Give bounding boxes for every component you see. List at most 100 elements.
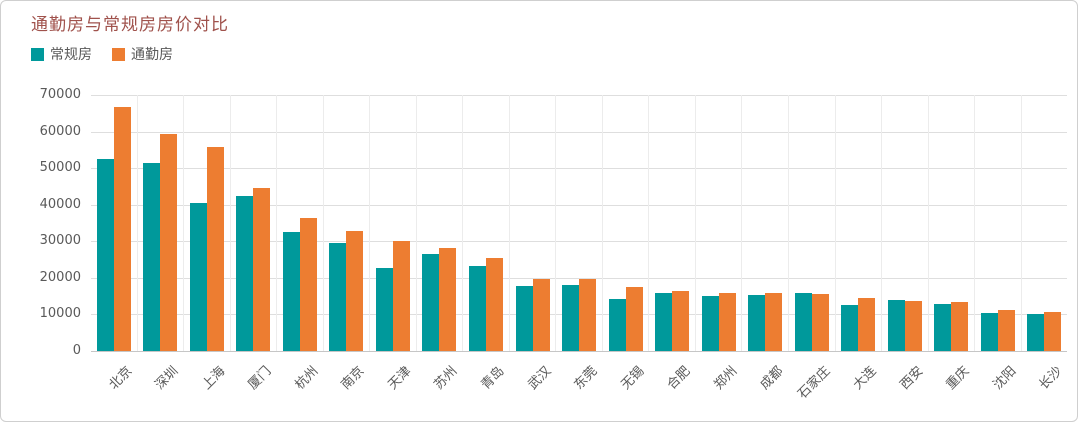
x-tick-label-5: 南京 (338, 363, 368, 393)
bar-commute-14 (765, 292, 783, 351)
x-tick-label-3: 厦门 (245, 363, 275, 393)
y-tick-label-40000: 40000 (39, 196, 81, 212)
bar-regular-7 (422, 254, 440, 351)
x-tick-label-9: 武汉 (524, 363, 554, 393)
bar-commute-5 (346, 230, 364, 351)
bar-commute-10 (579, 278, 597, 351)
x-tick-label-8: 青岛 (478, 363, 508, 393)
x-tick-label-13: 郑州 (711, 363, 741, 393)
x-tick-label-12: 合肥 (664, 363, 694, 393)
bar-regular-2 (189, 203, 207, 351)
bar-group-1: 深圳 (136, 95, 184, 393)
bar-regular-10 (562, 285, 580, 351)
legend-label-commute: 通勤房 (131, 47, 173, 63)
bar-group-5: 南京 (322, 95, 370, 393)
bar-regular-13 (701, 296, 719, 351)
bar-regular-16 (841, 305, 859, 351)
bar-commute-20 (1044, 311, 1062, 351)
bar-group-10: 东莞 (555, 95, 602, 393)
legend-swatch-commute (112, 47, 125, 61)
x-tick-label-19: 沈阳 (990, 363, 1020, 393)
bar-commute-16 (858, 297, 876, 351)
bar-commute-1 (160, 134, 178, 351)
y-tick-label-20000: 20000 (39, 269, 81, 285)
x-tick-label-4: 杭州 (292, 363, 322, 393)
x-tick-label-2: 上海 (199, 363, 229, 393)
bar-group-15: 石家庄 (787, 95, 835, 402)
bar-regular-14 (748, 294, 766, 351)
bar-commute-4 (299, 217, 317, 351)
bar-regular-19 (980, 312, 998, 351)
legend-label-regular: 常规房 (50, 47, 92, 63)
bar-commute-2 (206, 147, 224, 351)
bar-commute-6 (392, 241, 410, 351)
bar-regular-20 (1027, 314, 1045, 351)
bar-regular-3 (236, 196, 254, 351)
bar-regular-1 (143, 162, 161, 351)
bar-group-6: 天津 (369, 95, 416, 393)
bar-group-12: 合肥 (648, 95, 695, 393)
bar-group-4: 杭州 (276, 95, 323, 393)
x-tick-label-11: 无锡 (618, 363, 648, 393)
gridline-50000 (91, 168, 1067, 170)
bar-regular-8 (469, 266, 487, 351)
bar-commute-3 (253, 188, 271, 351)
bar-group-11: 无锡 (601, 95, 649, 393)
bar-group-13: 郑州 (694, 95, 742, 393)
bar-group-9: 武汉 (508, 95, 556, 393)
bar-commute-18 (951, 302, 969, 351)
y-tick-label-70000: 70000 (39, 87, 81, 102)
bar-regular-0 (96, 159, 114, 351)
y-tick-label-60000: 60000 (39, 123, 81, 139)
bar-commute-15 (811, 294, 829, 351)
bar-group-16: 大连 (834, 95, 882, 393)
x-tick-label-17: 西安 (897, 363, 927, 393)
y-tick-label-50000: 50000 (39, 160, 81, 176)
bar-group-2: 上海 (183, 95, 230, 393)
bar-group-8: 青岛 (462, 95, 509, 393)
bar-regular-5 (329, 243, 347, 351)
bar-regular-18 (934, 303, 952, 351)
bar-group-7: 苏州 (415, 95, 463, 393)
bar-group-18: 重庆 (927, 95, 975, 393)
bar-group-20: 长沙 (1020, 95, 1068, 393)
legend-item-regular: 常规房 (31, 44, 92, 64)
y-tick-label-0: 0 (72, 343, 81, 358)
x-tick-label-20: 长沙 (1036, 363, 1066, 393)
plot-area: 北京 深圳 上海 厦门 杭州 南京 天津 苏州 青岛 武汉 东莞 无锡 合肥 郑州 成都 石家庄 大连 西安 重庆沈… (91, 95, 1068, 402)
x-tick-label-6: 天津 (385, 363, 415, 393)
bar-regular-6 (375, 267, 393, 351)
gridline-60000 (91, 131, 1067, 133)
legend: 常规房 通勤房 (31, 44, 173, 64)
bar-group-3: 厦门 (229, 95, 277, 393)
x-tick-label-14: 成都 (757, 363, 787, 393)
x-tick-label-10: 东莞 (571, 363, 601, 393)
bar-commute-12 (672, 291, 690, 351)
x-tick-label-7: 苏州 (431, 363, 461, 393)
chart-title: 通勤房与常规房房价对比 (31, 15, 229, 35)
y-tick-label-10000: 10000 (39, 306, 81, 322)
x-tick-label-16: 大连 (850, 363, 880, 393)
bar-regular-17 (887, 300, 905, 351)
bar-group-19: 沈阳 (974, 95, 1021, 393)
x-tick-label-15: 石家庄 (794, 363, 834, 403)
bar-commute-8 (486, 258, 504, 351)
bar-regular-9 (515, 285, 533, 351)
bar-commute-9 (532, 278, 550, 351)
bar-commute-7 (439, 248, 457, 351)
bar-regular-15 (794, 293, 812, 351)
gridline-20000 (91, 277, 1067, 279)
bar-commute-0 (113, 107, 131, 351)
bar-commute-17 (904, 301, 922, 351)
bar-regular-4 (282, 231, 300, 351)
bar-commute-19 (997, 309, 1015, 351)
bar-group-17: 西安 (881, 95, 928, 393)
bar-regular-11 (608, 299, 626, 351)
gridline-40000 (91, 204, 1067, 206)
bar-commute-11 (625, 287, 643, 351)
legend-swatch-regular (31, 47, 44, 61)
bar-regular-12 (655, 293, 673, 351)
x-tick-label-1: 深圳 (152, 363, 182, 393)
x-tick-label-18: 重庆 (943, 363, 973, 393)
bar-group-14: 成都 (741, 95, 788, 393)
